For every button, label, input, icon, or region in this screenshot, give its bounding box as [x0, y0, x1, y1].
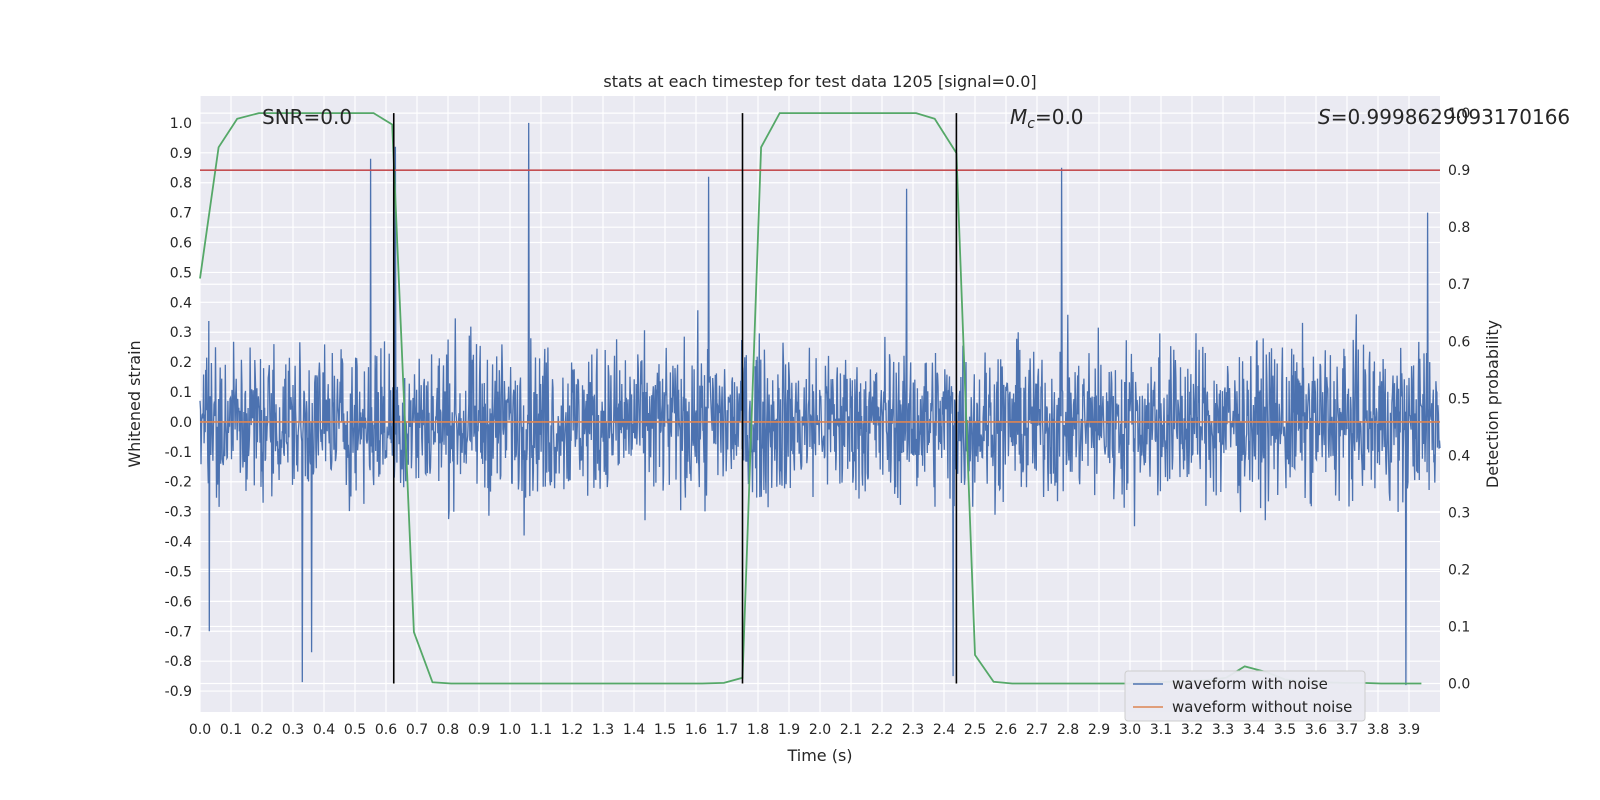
x-tick-label: 0.4	[313, 722, 335, 738]
x-tick-label: 0.9	[468, 722, 490, 738]
x-tick-label: 2.3	[902, 722, 924, 738]
x-tick-label: 3.5	[1274, 722, 1296, 738]
y2-tick-label: 0.8	[1448, 220, 1470, 236]
legend-box	[1124, 670, 1366, 722]
y2-tick-label: 0.5	[1448, 391, 1470, 407]
legend-label-clean: waveform without noise	[1172, 698, 1352, 716]
y2-axis-ticks: 1.0 0.9 0.8 0.7 0.6 0.5 0.4 0.3 0.2 0.1 0.0	[1448, 106, 1470, 692]
y2-tick-label: 0.7	[1448, 277, 1470, 293]
y-tick-label: 1.0	[170, 116, 192, 132]
y2-tick-label: 0.0	[1448, 676, 1470, 692]
x-tick-label: 2.7	[1026, 722, 1048, 738]
y-tick-label: 0.8	[170, 176, 192, 192]
x-tick-label: 0.8	[437, 722, 459, 738]
x-tick-label: 1.8	[747, 722, 769, 738]
y2-tick-label: 0.6	[1448, 334, 1470, 350]
waveform-with-noise-path	[199, 122, 1441, 686]
x-tick-label: 3.3	[1212, 722, 1234, 738]
y-tick-label: 0.3	[170, 325, 192, 341]
y2-tick-label: 0.9	[1448, 163, 1470, 179]
y-tick-label: 0.7	[170, 206, 192, 222]
y-tick-label: 0.1	[170, 385, 192, 401]
y2-tick-label: 0.4	[1448, 448, 1470, 464]
y2-axis-label: Detection probability	[1483, 320, 1502, 488]
y-tick-label: 0.2	[170, 355, 192, 371]
x-tick-label: 0.7	[406, 722, 428, 738]
snr-annotation: SNR=0.0	[262, 105, 352, 129]
y-tick-label: 0.0	[170, 415, 192, 431]
y-tick-label: -0.9	[165, 684, 192, 700]
y-tick-label: 0.6	[170, 236, 192, 252]
x-tick-label: 0.3	[282, 722, 304, 738]
x-tick-label: 2.2	[871, 722, 893, 738]
y2-tick-label: 1.0	[1448, 106, 1470, 122]
x-tick-label: 3.0	[1119, 722, 1141, 738]
legend-label-noise: waveform with noise	[1172, 675, 1328, 693]
trigger-lines	[392, 113, 958, 684]
x-tick-label: 2.9	[1088, 722, 1110, 738]
x-tick-label: 3.4	[1243, 722, 1265, 738]
y-tick-label: 0.9	[170, 146, 192, 162]
x-tick-label: 0.6	[375, 722, 397, 738]
x-tick-label: 2.0	[809, 722, 831, 738]
s-annotation: S=0.9998629093170166	[1318, 105, 1570, 129]
x-tick-label: 2.4	[933, 722, 955, 738]
y-axis-label: Whitened strain	[125, 340, 144, 467]
x-tick-label: 1.4	[623, 722, 645, 738]
legend: waveform with noise waveform without noi…	[1124, 670, 1366, 722]
x-tick-label: 1.1	[530, 722, 552, 738]
x-tick-label: 2.1	[840, 722, 862, 738]
y-tick-label: -0.1	[165, 445, 192, 461]
y-tick-label: -0.7	[165, 624, 192, 640]
x-tick-label: 3.7	[1336, 722, 1358, 738]
mc-annotation: Mc=0.0	[1010, 105, 1084, 132]
x-tick-label: 1.0	[499, 722, 521, 738]
x-tick-label: 2.5	[964, 722, 986, 738]
x-tick-label: 3.1	[1150, 722, 1172, 738]
x-tick-label: 3.9	[1398, 722, 1420, 738]
x-tick-label: 3.8	[1367, 722, 1389, 738]
x-tick-label: 0.1	[220, 722, 242, 738]
chart-title: stats at each timestep for test data 120…	[603, 72, 1036, 91]
x-tick-label: 0.5	[344, 722, 366, 738]
y2-tick-label: 0.2	[1448, 562, 1470, 578]
x-axis-label: Time (s)	[786, 746, 852, 765]
y-tick-label: -0.4	[165, 535, 192, 551]
y-tick-label: 0.4	[170, 295, 192, 311]
x-tick-label: 1.2	[561, 722, 583, 738]
x-tick-label: 2.8	[1057, 722, 1079, 738]
x-tick-label: 0.2	[251, 722, 273, 738]
x-tick-label: 1.9	[778, 722, 800, 738]
x-tick-label: 3.2	[1181, 722, 1203, 738]
x-tick-label: 1.5	[654, 722, 676, 738]
x-tick-label: 1.7	[716, 722, 738, 738]
x-tick-label: 1.3	[592, 722, 614, 738]
y-tick-label: 0.5	[170, 265, 192, 281]
y2-tick-label: 0.3	[1448, 505, 1470, 521]
y-axis-ticks: 1.0 0.9 0.8 0.7 0.6 0.5 0.4 0.3 0.2 0.1 0.0 -0.1 -0.…	[165, 116, 192, 700]
y-tick-label: -0.2	[165, 475, 192, 491]
waveform-with-noise-line	[199, 122, 1441, 686]
x-tick-label: 1.6	[685, 722, 707, 738]
x-axis-ticks: 0.0 0.1 0.2 0.3 0.4 0.5 0.6 0.7 0.8 0.9 1.0 1.1 1.2 1…	[189, 722, 1420, 738]
y-tick-label: -0.6	[165, 594, 192, 610]
x-tick-label: 3.6	[1305, 722, 1327, 738]
y-tick-label: -0.8	[165, 654, 192, 670]
y-tick-label: -0.5	[165, 564, 192, 580]
y2-tick-label: 0.1	[1448, 619, 1470, 635]
x-tick-label: 2.6	[995, 722, 1017, 738]
x-tick-label: 0.0	[189, 722, 211, 738]
y-tick-label: -0.3	[165, 505, 192, 521]
